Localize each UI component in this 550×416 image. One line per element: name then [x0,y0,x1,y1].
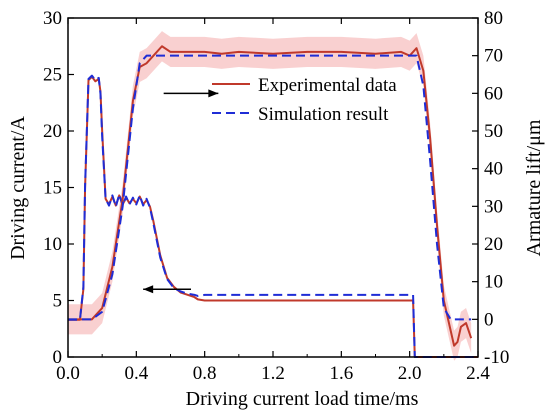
y-left-tick-label: 30 [43,8,62,29]
series-layer [68,45,478,358]
x-axis-title: Driving current load time/ms [186,388,419,410]
x-tick-label: 2.4 [466,363,490,384]
x-tick-label: 0.8 [193,363,217,384]
y-right-tick-label: 20 [484,234,503,255]
legend-simulation-label: Simulation result [258,104,389,125]
y-left-tick-label: 10 [43,234,62,255]
series-line-simulation-lift [68,54,472,321]
y-left-tick-label: 15 [43,178,62,199]
tick-layer: 0.0 0.4 0.8 1.2 1.6 2.0 2.4 0 5 10 15 20 25 30 -10 0 10 2… [43,8,509,384]
x-tick-label: 0.4 [124,363,148,384]
y-left-tick-label: 25 [43,65,62,86]
legend: Experimental data Simulation result [212,75,397,125]
y-left-tick-label: 20 [43,121,62,142]
y-right-tick-label: 40 [484,159,503,180]
y-axis-left-title: Driving current/A [7,116,29,260]
y-left-tick-label: 0 [53,347,63,368]
x-tick-label: 1.2 [261,363,285,384]
legend-experimental-label: Experimental data [258,75,397,96]
y-right-tick-label: -10 [484,347,509,368]
y-right-tick-label: 60 [484,83,503,104]
x-tick-label: 2.0 [398,363,422,384]
y-right-tick-label: 30 [484,196,503,217]
y-right-tick-label: 50 [484,121,503,142]
series-line-simulation-current [68,74,478,358]
annotation-arrowhead-1 [143,285,154,294]
y-right-tick-label: 70 [484,46,503,67]
y-right-tick-label: 10 [484,272,503,293]
y-right-tick-label: 0 [484,309,494,330]
annotation-arrowhead-0 [208,89,219,98]
y-right-tick-label: 80 [484,8,503,29]
x-tick-label: 0.0 [56,363,80,384]
y-left-tick-label: 5 [53,291,63,312]
y-axis-right-title: Armature lift/μm [523,119,545,256]
x-tick-label: 1.6 [329,363,353,384]
annotation-layer [143,89,219,294]
